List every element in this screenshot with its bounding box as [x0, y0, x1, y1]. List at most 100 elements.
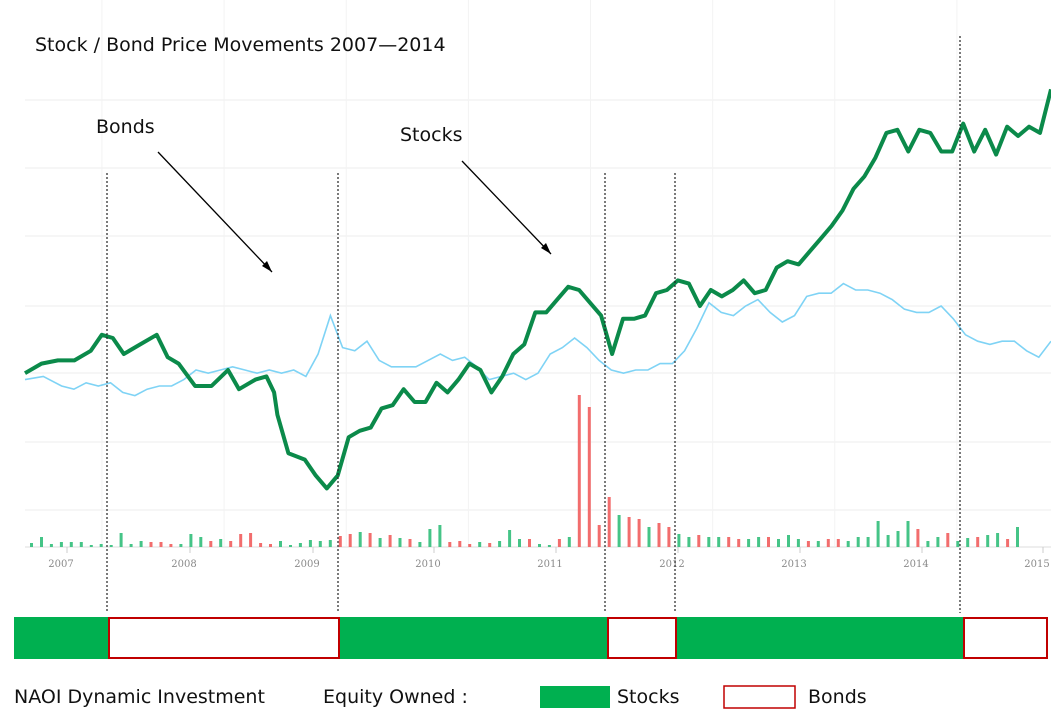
volume-bar — [398, 538, 402, 547]
volume-bar — [249, 533, 253, 547]
allocation-segment-bonds — [108, 617, 340, 659]
volume-bar — [219, 539, 223, 547]
bonds-arrow — [157, 151, 273, 273]
volume-bar — [508, 530, 512, 547]
volume-bar — [338, 536, 342, 547]
x-tick-label: 2008 — [171, 559, 196, 570]
x-tick-label: 2014 — [903, 559, 928, 570]
volume-bar — [269, 544, 272, 547]
volume-bars — [25, 395, 1051, 548]
volume-bar — [378, 538, 382, 547]
volume-bar — [179, 544, 183, 547]
volume-bar — [846, 541, 850, 547]
volume-bar — [408, 539, 412, 547]
price-lines — [23, 88, 1051, 491]
volume-bar — [488, 543, 492, 547]
volume-bar — [707, 537, 711, 547]
volume-bar — [79, 542, 83, 547]
allocation-segment-bonds — [963, 617, 1048, 659]
volume-bar — [577, 395, 581, 547]
stocks-arrow-head — [541, 243, 551, 254]
volume-bar — [279, 541, 282, 547]
bonds-arrow-head — [262, 261, 272, 272]
volume-bar — [59, 542, 63, 547]
stocks-annotation: Stocks — [400, 124, 462, 146]
switch-markers — [106, 36, 961, 613]
volume-bar — [418, 542, 422, 547]
volume-bar — [129, 544, 133, 547]
volume-bar — [587, 407, 591, 547]
volume-bar — [826, 539, 830, 547]
volume-bar — [757, 537, 761, 547]
volume-bar — [538, 544, 541, 547]
volume-bar — [996, 533, 1000, 547]
volume-bar — [667, 527, 671, 547]
volume-bar — [368, 533, 372, 547]
volume-bar — [428, 529, 432, 547]
volume-bar — [966, 538, 970, 547]
volume-bar — [986, 535, 990, 547]
volume-bar — [358, 532, 362, 547]
x-axis-ticks: 2007 2008 2009 2010 2011 2012 2013 2014 2015 — [48, 547, 1050, 570]
volume-bar — [806, 541, 810, 547]
volume-bar — [119, 533, 123, 547]
volume-bar — [627, 517, 631, 547]
volume-bar — [388, 535, 392, 547]
volume-bar — [956, 541, 960, 547]
bonds-annotation: Bonds — [96, 116, 155, 138]
volume-bar — [49, 544, 53, 547]
allocation-segment-bonds — [607, 617, 677, 659]
volume-bar — [916, 529, 920, 547]
volume-bar — [298, 543, 302, 547]
volume-bar — [697, 535, 701, 547]
volume-bar — [597, 525, 601, 547]
volume-bar — [547, 545, 551, 547]
allocation-bar — [14, 617, 1048, 659]
x-tick-label: 2010 — [415, 559, 440, 570]
volume-bar — [209, 541, 213, 547]
x-tick-label: 2012 — [659, 559, 684, 570]
chart-title: Stock / Bond Price Movements 2007—2014 — [35, 34, 446, 56]
volume-bar — [89, 545, 93, 547]
volume-bar — [289, 545, 292, 547]
legend-bonds-label: Bonds — [808, 686, 867, 708]
volume-bar — [787, 535, 790, 547]
legend-stocks-swatch — [540, 686, 610, 708]
volume-bar — [687, 537, 691, 547]
volume-bar — [906, 521, 910, 547]
volume-bar — [518, 539, 521, 547]
volume-bar — [816, 541, 820, 547]
volume-bar — [139, 541, 143, 547]
volume-bar — [617, 515, 621, 547]
volume-bar — [478, 542, 482, 547]
volume-bar — [926, 541, 930, 547]
volume-bar — [936, 537, 940, 547]
volume-bar — [637, 519, 641, 547]
volume-bar — [946, 533, 950, 547]
volume-bar — [767, 537, 770, 547]
equity-owned-label: Equity Owned : — [323, 686, 468, 708]
volume-bar — [308, 540, 312, 547]
volume-bar — [747, 539, 751, 547]
volume-bar — [259, 543, 263, 547]
volume-bar — [727, 537, 731, 547]
volume-bar — [69, 542, 73, 547]
volume-bar — [777, 539, 780, 547]
x-tick-label: 2007 — [48, 559, 73, 570]
volume-bar — [348, 534, 352, 547]
volume-bar — [318, 541, 322, 547]
allocation-segment-stocks — [340, 617, 607, 659]
legend-bonds-swatch — [723, 685, 796, 709]
volume-bar — [458, 541, 462, 547]
volume-bar — [1016, 527, 1019, 547]
volume-bar — [169, 544, 173, 547]
volume-bar — [896, 531, 900, 547]
x-tick-label: 2009 — [294, 559, 319, 570]
grid-lines — [25, 0, 1051, 546]
bonds-line — [24, 282, 1051, 397]
volume-bar — [498, 541, 502, 547]
volume-bar — [657, 523, 661, 547]
volume-bar — [717, 537, 721, 547]
volume-bar — [448, 542, 452, 547]
